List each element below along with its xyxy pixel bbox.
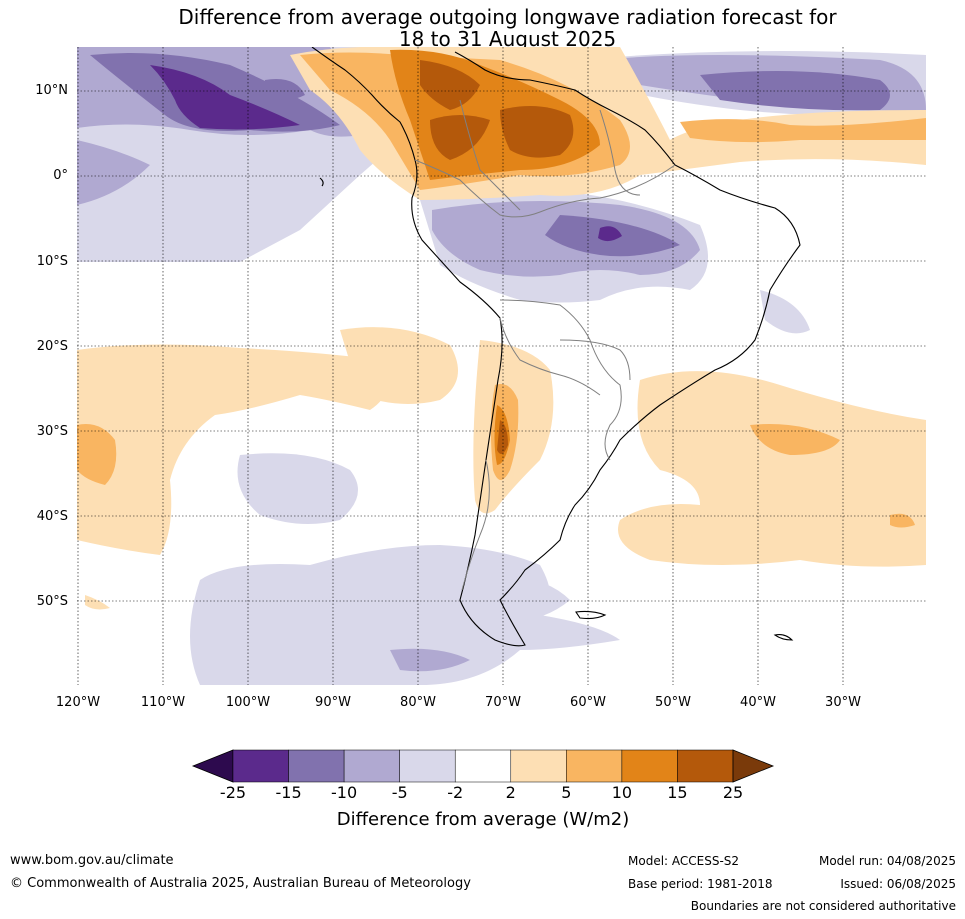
colorbar-tick-label: 5 <box>561 783 571 802</box>
website-text: www.bom.gov.au/climate <box>10 853 174 868</box>
colorbar-swatch <box>454 749 512 783</box>
anomaly-band-minus15-minus25 <box>150 65 622 242</box>
colorbar-tick-label: -15 <box>275 783 301 802</box>
latitude-labels: 10°N 0° 10°S 20°S 30°S 40°S 50°S <box>35 83 68 609</box>
colorbar-tick-label: -5 <box>392 783 408 802</box>
model-run-text: Model run: 04/08/2025 <box>818 854 956 868</box>
longitude-labels: 120°W 110°W 100°W 90°W 80°W 70°W 60°W 50… <box>56 695 861 710</box>
colorbar-swatch <box>621 749 678 783</box>
lat-label-30S: 30°S <box>37 424 68 439</box>
lon-label-40W: 40°W <box>740 695 776 710</box>
colorbar-tick-label: 25 <box>723 783 743 802</box>
lat-label-0: 0° <box>53 168 68 183</box>
lon-label-80W: 80°W <box>400 695 436 710</box>
issued-text: Issued: 06/08/2025 <box>840 877 956 891</box>
lon-label-60W: 60°W <box>570 695 606 710</box>
colorbar-swatch <box>288 749 345 783</box>
lon-label-100W: 100°W <box>226 695 270 710</box>
map-plot-area <box>77 47 926 685</box>
colorbar-tick-label: 10 <box>612 783 632 802</box>
colorbar-tick-label: -25 <box>220 783 246 802</box>
lat-label-50S: 50°S <box>37 594 68 609</box>
disclaimer-text: Boundaries are not considered authoritat… <box>690 899 956 913</box>
chart-title-line1: Difference from average outgoing longwav… <box>178 5 837 29</box>
country-boundaries <box>414 99 676 591</box>
lon-label-90W: 90°W <box>315 695 351 710</box>
colorbar-swatch <box>510 749 567 783</box>
colorbar-swatch <box>677 749 734 783</box>
colorbar-swatch <box>343 749 400 783</box>
colorbar-tick-label: 15 <box>667 783 687 802</box>
lon-label-110W: 110°W <box>141 695 185 710</box>
model-text: Model: ACCESS-S2 <box>628 854 740 868</box>
lat-label-10N: 10°N <box>35 83 68 98</box>
lon-label-30W: 30°W <box>825 695 861 710</box>
lat-label-40S: 40°S <box>37 509 68 524</box>
colorbar-title: Difference from average (W/m2) <box>337 809 629 830</box>
lat-label-20S: 20°S <box>37 339 68 354</box>
lon-label-120W: 120°W <box>56 695 100 710</box>
colorbar-max-arrow <box>732 749 775 783</box>
colorbar-tick-label: 2 <box>506 783 516 802</box>
chart-title-line2: 18 to 31 August 2025 <box>398 27 617 51</box>
colorbar-min-arrow <box>191 749 234 783</box>
colorbar-tick-label: -10 <box>331 783 357 802</box>
colorbar-tick-label: -2 <box>447 783 463 802</box>
anomaly-band-plus15-plus25 <box>420 60 574 454</box>
coastline <box>311 47 801 647</box>
lon-label-50W: 50°W <box>655 695 691 710</box>
lon-label-70W: 70°W <box>485 695 521 710</box>
copyright-text: © Commonwealth of Australia 2025, Austra… <box>10 876 471 891</box>
graticule <box>77 47 926 685</box>
colorbar-swatch <box>566 749 623 783</box>
base-period-text: Base period: 1981-2018 <box>628 877 773 891</box>
colorbar-swatch <box>399 749 456 783</box>
lat-label-10S: 10°S <box>37 254 68 269</box>
colorbar-swatch <box>232 749 289 783</box>
colorbar: -25 -15 -10 -5 -2 2 5 10 15 25 Difference from av… <box>191 749 775 830</box>
